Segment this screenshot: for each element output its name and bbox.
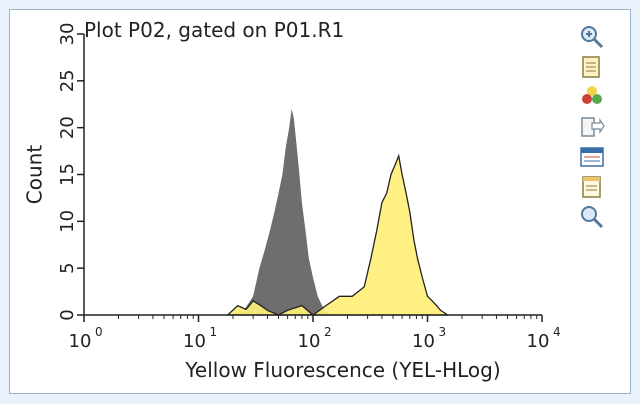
x-tick-label-exponent: 3 xyxy=(439,325,447,339)
zoom-out-icon[interactable] xyxy=(575,204,609,230)
plot-toolbar xyxy=(575,24,615,234)
color-palette-icon[interactable] xyxy=(575,84,609,110)
histogram-series-2 xyxy=(226,153,450,316)
y-tick-label: 10 xyxy=(57,210,78,233)
export-icon[interactable] xyxy=(575,114,609,140)
x-tick-label: 10 xyxy=(412,331,435,352)
y-tick-label: 20 xyxy=(57,116,78,139)
x-tick-label: 10 xyxy=(527,331,550,352)
plot-panel xyxy=(9,9,631,394)
x-tick-label: 10 xyxy=(69,331,92,352)
y-axis-title: Count xyxy=(23,145,47,205)
x-tick-label: 10 xyxy=(183,331,206,352)
y-tick-label: 30 xyxy=(57,23,78,46)
y-tick-label: 15 xyxy=(57,163,78,186)
histogram-series-1 xyxy=(227,108,334,316)
x-tick-label-exponent: 2 xyxy=(324,325,332,339)
x-axis-title: Yellow Fluorescence (YEL-HLog) xyxy=(184,358,500,382)
x-tick-label-exponent: 0 xyxy=(95,325,103,339)
y-tick-label: 25 xyxy=(57,69,78,92)
plot-title: Plot P02, gated on P01.R1 xyxy=(84,18,345,42)
copy-icon[interactable] xyxy=(575,54,609,80)
zoom-in-icon[interactable] xyxy=(575,24,609,50)
properties-icon[interactable] xyxy=(575,174,609,200)
statistics-icon[interactable] xyxy=(575,144,609,170)
y-tick-label: 5 xyxy=(57,262,78,273)
x-tick-label-exponent: 1 xyxy=(210,325,218,339)
x-tick-label-exponent: 4 xyxy=(553,325,561,339)
x-tick-label: 10 xyxy=(298,331,321,352)
y-tick-label: 0 xyxy=(57,309,78,320)
